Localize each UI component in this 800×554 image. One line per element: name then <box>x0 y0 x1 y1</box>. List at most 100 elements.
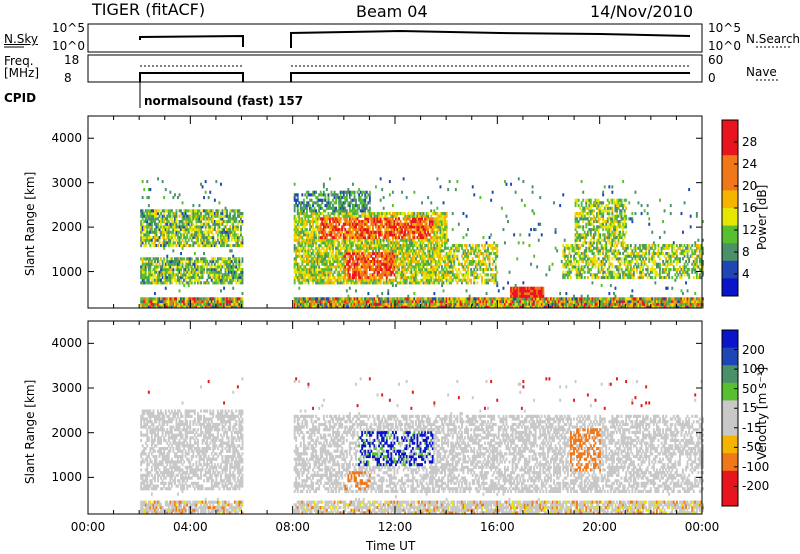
heatmap-cell <box>161 276 164 280</box>
heatmap-cell <box>206 268 209 272</box>
heatmap-cell <box>170 209 173 213</box>
heatmap-cell <box>183 257 186 261</box>
heatmap-cell <box>197 273 199 277</box>
heatmap-cell <box>502 228 505 232</box>
heatmap-cell <box>207 236 210 240</box>
heatmap-cell <box>335 198 337 202</box>
heatmap-cell <box>155 265 158 269</box>
heatmap-cell <box>160 305 162 309</box>
heatmap-cell <box>465 289 468 293</box>
heatmap-cell <box>206 278 209 282</box>
heatmap-cell <box>161 220 164 224</box>
heatmap-cell <box>359 196 362 200</box>
heatmap-cell <box>143 300 146 304</box>
heatmap-cell <box>229 257 232 261</box>
heatmap-cell <box>236 222 239 226</box>
heatmap-cell <box>152 257 155 261</box>
heatmap-cell <box>195 300 198 304</box>
heatmap-cell <box>150 241 153 245</box>
heatmap-cell <box>143 302 146 306</box>
heatmap-cell <box>158 305 161 309</box>
heatmap-cell <box>192 297 195 301</box>
heatmap-cell <box>175 257 178 261</box>
heatmap-cell <box>189 236 192 240</box>
heatmap-cell <box>147 236 150 240</box>
heatmap-cell <box>342 204 345 208</box>
heatmap-cell <box>381 252 384 256</box>
heatmap-cell <box>174 302 176 306</box>
heatmap-cell <box>490 233 493 237</box>
heatmap-cell <box>175 212 178 216</box>
heatmap-cell <box>200 230 202 234</box>
heatmap-cell <box>149 220 152 224</box>
heatmap-cell <box>140 302 143 306</box>
heatmap-cell <box>181 217 184 221</box>
heatmap-cell <box>408 236 411 240</box>
heatmap-cell <box>206 230 209 234</box>
heatmap-cell <box>193 233 196 237</box>
heatmap-cell <box>189 297 192 301</box>
heatmap-cell <box>209 300 212 304</box>
heatmap-cell <box>451 212 454 216</box>
heatmap-cell <box>140 228 143 232</box>
heatmap-cell <box>467 254 469 258</box>
heatmap-cell <box>505 214 508 218</box>
heatmap-cell <box>183 233 186 237</box>
heatmap-cell <box>140 233 143 237</box>
heatmap-cell <box>163 302 166 306</box>
heatmap-cell <box>226 212 228 216</box>
heatmap-cell <box>200 236 202 240</box>
heatmap-cell <box>352 254 354 258</box>
heatmap-cell <box>175 244 178 248</box>
heatmap-cell <box>178 302 181 306</box>
heatmap-cell <box>365 196 368 200</box>
heatmap-cell <box>140 281 143 285</box>
heatmap-cell <box>201 257 204 261</box>
freq-left-tick-bottom: 8 <box>64 71 72 85</box>
heatmap-cell <box>174 225 176 229</box>
heatmap-cell <box>500 206 503 210</box>
heatmap-cell <box>174 278 176 282</box>
heatmap-cell <box>158 262 161 266</box>
heatmap-cell <box>198 204 201 208</box>
heatmap-cell <box>200 302 202 306</box>
heatmap-cell <box>140 209 143 213</box>
heatmap-cell <box>157 228 159 232</box>
heatmap-cell <box>325 188 328 192</box>
heatmap-cell <box>166 241 169 245</box>
heatmap-cell <box>207 214 210 218</box>
sky-trace-1 <box>139 34 244 47</box>
heatmap-cell <box>418 252 420 256</box>
heatmap-cell <box>427 260 430 264</box>
heatmap-cell <box>329 260 331 264</box>
heatmap-cell <box>236 233 239 237</box>
heatmap-cell <box>161 230 164 234</box>
heatmap-cell <box>155 297 158 301</box>
heatmap-cell <box>241 220 244 224</box>
heatmap-cell <box>476 252 479 256</box>
heatmap-cell <box>319 204 322 208</box>
heatmap-cell <box>465 233 468 237</box>
heatmap-cell <box>169 225 172 229</box>
heatmap-cell <box>144 270 147 274</box>
heatmap-cell <box>166 225 169 229</box>
heatmap-cell <box>465 244 468 248</box>
heatmap-cell <box>158 238 161 242</box>
heatmap-cell <box>166 281 169 285</box>
heatmap-cell <box>197 228 199 232</box>
nave-label: Nave <box>746 65 777 79</box>
heatmap-cell <box>146 214 149 218</box>
heatmap-cell <box>141 236 144 240</box>
heatmap-cell <box>379 198 382 202</box>
heatmap-cell <box>212 281 215 285</box>
heatmap-cell <box>184 214 187 218</box>
heatmap-cell <box>401 190 403 194</box>
heatmap-cell <box>189 278 192 282</box>
heatmap-cell <box>210 260 213 264</box>
cpid-program: normalsound (fast) 157 <box>144 94 304 108</box>
heatmap-cell <box>170 257 173 261</box>
heatmap-cell <box>152 241 155 245</box>
heatmap-cell <box>195 268 198 272</box>
heatmap-cell <box>427 212 430 216</box>
heatmap-cell <box>178 209 181 213</box>
